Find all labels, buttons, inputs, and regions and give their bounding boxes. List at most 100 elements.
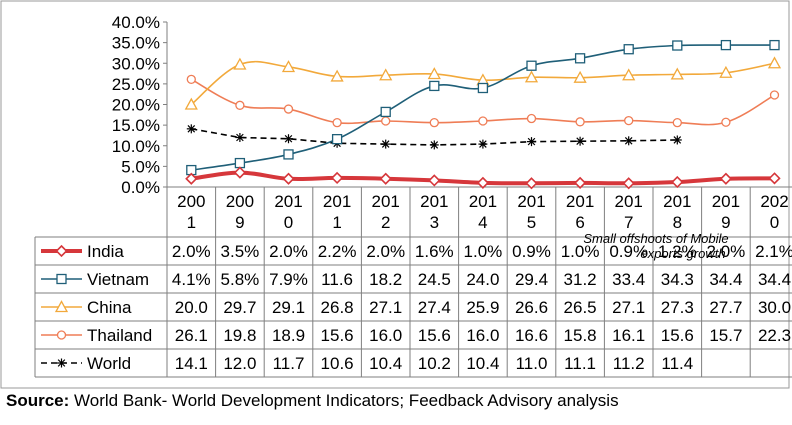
data-point bbox=[575, 136, 585, 146]
data-point bbox=[526, 113, 537, 124]
y-axis: 0.0% 5.0%10.0% 15.0%20.0% 25.0% 30.0%35.0% 40… bbox=[112, 13, 168, 197]
data-point bbox=[769, 90, 780, 100]
legend-marker bbox=[56, 273, 67, 285]
data-point bbox=[524, 70, 539, 83]
data-label: 0.9% bbox=[609, 242, 648, 261]
data-label: 10.4 bbox=[369, 354, 402, 373]
data-label: 1.2% bbox=[658, 242, 697, 261]
x-tick-label: 201 bbox=[323, 192, 351, 211]
data-point bbox=[283, 104, 294, 114]
data-label: 30.0 bbox=[758, 298, 791, 317]
data-label: 27.3 bbox=[661, 298, 694, 317]
data-label: 33.4 bbox=[612, 270, 645, 289]
data-point bbox=[721, 117, 731, 127]
data-point bbox=[477, 82, 489, 94]
data-point bbox=[281, 60, 296, 73]
data-label: 11.2 bbox=[613, 354, 645, 373]
data-point bbox=[622, 177, 635, 190]
star-stroke bbox=[236, 133, 244, 142]
data-label: 2.0% bbox=[707, 242, 746, 261]
data-label: 27.7 bbox=[709, 298, 742, 317]
data-point bbox=[768, 172, 781, 185]
data-point bbox=[672, 118, 682, 128]
x-tick-label: 201 bbox=[372, 192, 400, 211]
data-label: 4.1% bbox=[172, 270, 211, 289]
x-tick-label: 3 bbox=[430, 213, 439, 232]
data-label: 24.0 bbox=[466, 270, 499, 289]
x-tick-label: 0 bbox=[770, 213, 779, 232]
x-tick-label: 9 bbox=[721, 213, 730, 232]
y-tick-label: 20.0% bbox=[112, 96, 160, 115]
x-tick-label: 201 bbox=[615, 192, 643, 211]
legend-key-world bbox=[41, 358, 82, 368]
x-tick-label: 201 bbox=[274, 192, 302, 211]
data-label: 16.0 bbox=[466, 326, 499, 345]
data-label: 7.9% bbox=[269, 270, 308, 289]
series-vietnam bbox=[186, 39, 780, 176]
data-label: 10.6 bbox=[321, 354, 354, 373]
data-point bbox=[330, 171, 344, 185]
y-tick-label: 35.0% bbox=[112, 34, 160, 53]
data-point bbox=[525, 177, 538, 190]
x-tick-label: 2 bbox=[381, 213, 390, 232]
source-label: Source: bbox=[6, 391, 70, 410]
data-point bbox=[380, 106, 391, 118]
data-point bbox=[671, 175, 684, 189]
data-point bbox=[284, 134, 293, 144]
y-tick-label: 40.0% bbox=[112, 13, 160, 32]
data-label: 10.4 bbox=[466, 354, 499, 373]
data-label: 31.2 bbox=[564, 270, 597, 289]
data-point bbox=[379, 172, 392, 185]
data-table: 200 1 200 9 201 0 201 1 201 2 201 3 201 4 201 5 201 6 201 7… bbox=[34, 186, 792, 378]
data-label: 34.4 bbox=[709, 270, 742, 289]
data-label: 16.6 bbox=[515, 326, 548, 345]
data-label: 1.0% bbox=[561, 242, 600, 261]
chart: 200 1 200 9 201 0 201 1 201 2 201 3 201 4 201 5 201 6 201 7… bbox=[0, 0, 792, 389]
legend-key-china bbox=[41, 300, 82, 313]
series-india bbox=[185, 166, 781, 190]
legend-label: China bbox=[87, 298, 132, 317]
data-label: 26.8 bbox=[321, 298, 354, 317]
data-point bbox=[184, 97, 198, 110]
star-stroke bbox=[673, 136, 682, 144]
annotation-line: Small offshoots of Mobile bbox=[583, 231, 728, 246]
annotation-line: exports growth bbox=[640, 246, 725, 261]
x-tick-label: 1 bbox=[187, 213, 196, 232]
legend-key-thailand bbox=[41, 330, 82, 340]
data-label: 27.1 bbox=[369, 298, 402, 317]
data-label: 15.6 bbox=[418, 326, 451, 345]
data-point bbox=[186, 74, 196, 84]
data-point bbox=[379, 68, 393, 81]
data-label: 14.1 bbox=[175, 354, 208, 373]
legend-marker bbox=[56, 330, 67, 340]
star-stroke bbox=[527, 137, 536, 146]
data-label: 11.7 bbox=[273, 354, 305, 373]
data-label: 2.0% bbox=[269, 242, 308, 261]
data-point bbox=[428, 174, 441, 187]
data-point bbox=[283, 149, 294, 160]
x-tick-label: 0 bbox=[284, 213, 293, 232]
data-point bbox=[767, 56, 782, 69]
data-label: 1.0% bbox=[464, 242, 503, 261]
legend-key-vietnam bbox=[41, 273, 82, 285]
data-point bbox=[575, 117, 585, 127]
data-label: 1.6% bbox=[415, 242, 454, 261]
data-label: 11.6 bbox=[321, 270, 353, 289]
x-tick-label: 201 bbox=[712, 192, 740, 211]
data-point bbox=[478, 116, 488, 126]
data-point bbox=[185, 172, 198, 185]
data-label: 26.5 bbox=[564, 298, 597, 317]
x-tick-label: 201 bbox=[517, 192, 545, 211]
x-tick-label: 200 bbox=[177, 192, 205, 211]
data-label: 15.7 bbox=[709, 326, 742, 345]
x-tick-label: 201 bbox=[663, 192, 691, 211]
data-point bbox=[234, 157, 246, 169]
legend-key-india bbox=[41, 244, 82, 258]
data-label: 26.1 bbox=[175, 326, 208, 345]
data-point bbox=[573, 176, 587, 190]
y-tick-label: 5.0% bbox=[121, 157, 160, 176]
data-point bbox=[429, 118, 439, 128]
x-tick-label: 7 bbox=[624, 213, 633, 232]
data-point bbox=[381, 139, 391, 149]
